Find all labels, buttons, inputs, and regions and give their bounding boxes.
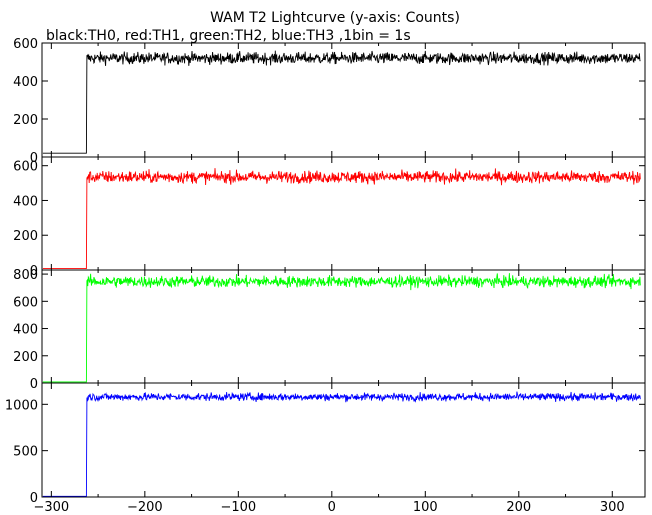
series-line-th3 xyxy=(42,391,641,497)
x-tick-label: −100 xyxy=(220,500,256,515)
x-tick-label: 0 xyxy=(328,500,336,515)
series-line-th2 xyxy=(42,273,641,383)
panel-frame-th3 xyxy=(41,382,646,498)
y-tick-label: 600 xyxy=(13,37,38,52)
x-tick-label: 200 xyxy=(506,500,531,515)
y-tick-label: 500 xyxy=(13,445,38,460)
y-tick-label: 600 xyxy=(13,295,38,310)
chart-title: WAM T2 Lightcurve (y-axis: Counts) xyxy=(210,10,460,26)
panel-frame-th0 xyxy=(41,42,646,158)
x-tick-label: −300 xyxy=(33,500,69,515)
x-tick-label: 100 xyxy=(413,500,438,515)
y-tick-label: 600 xyxy=(13,160,38,175)
y-tick-label: 0 xyxy=(30,151,38,166)
x-tick-label: −200 xyxy=(127,500,163,515)
y-tick-label: 1000 xyxy=(5,398,38,413)
series-line-th0 xyxy=(42,50,641,154)
y-tick-label: 200 xyxy=(13,350,38,365)
y-tick-label: 800 xyxy=(13,268,38,283)
series-line-th1 xyxy=(42,168,641,270)
panel-frame-th2 xyxy=(41,269,646,384)
y-tick-label: 0 xyxy=(30,377,38,392)
y-tick-label: 400 xyxy=(13,323,38,338)
chart-subtitle: black:TH0, red:TH1, green:TH2, blue:TH3 … xyxy=(46,28,411,44)
panels-group: 0200400600020040060002004006008000500100… xyxy=(5,37,646,515)
y-tick-label: 200 xyxy=(13,113,38,128)
y-tick-label: 200 xyxy=(13,229,38,244)
y-tick-label: 400 xyxy=(13,75,38,90)
y-tick-label: 400 xyxy=(13,194,38,209)
y-tick-label: 0 xyxy=(30,491,38,506)
x-tick-label: 300 xyxy=(600,500,625,515)
y-tick-label: 0 xyxy=(30,264,38,279)
